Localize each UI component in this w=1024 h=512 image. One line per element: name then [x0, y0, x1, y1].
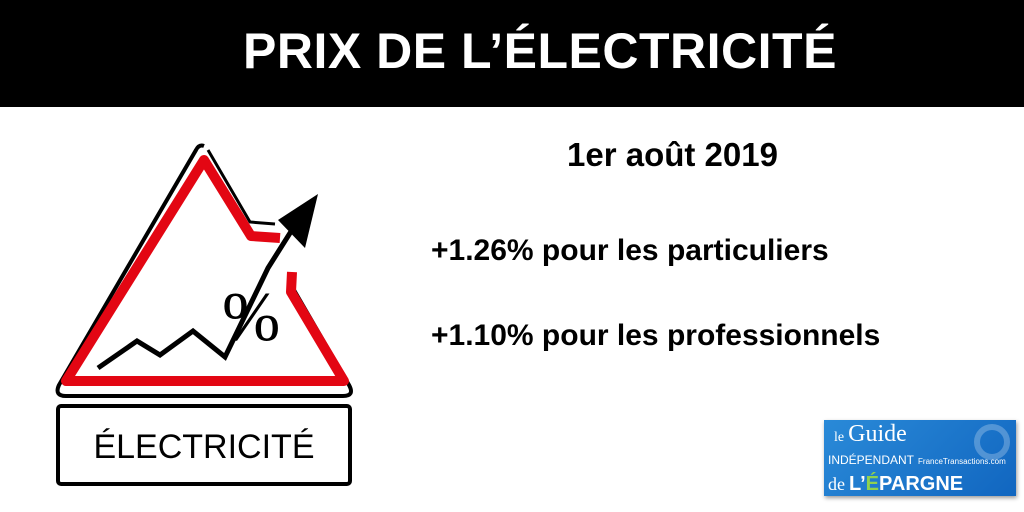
logo-independant: INDÉPENDANT: [828, 453, 915, 467]
triangle-red-border: [61, 155, 349, 386]
logo-guide: Guide: [848, 421, 907, 447]
title-banner: PRIX DE L’ÉLECTRICITÉ: [0, 0, 1024, 107]
logo-ring: [974, 424, 1010, 460]
logo-row-guide: le Guide: [828, 422, 1012, 446]
logo-epargne-prefix: L’: [849, 473, 866, 495]
guide-epargne-logo[interactable]: le Guide INDÉPENDANT FranceTransactions.…: [824, 420, 1016, 496]
triangle-outline-top-right: [206, 149, 276, 226]
logo-epargne-e: É: [865, 473, 880, 495]
rate-particuliers: +1.26% pour les particuliers: [431, 234, 829, 267]
logo-row-independant: INDÉPENDANT FranceTransactions.com: [828, 454, 1012, 466]
percent-sign: %: [222, 279, 280, 356]
page-title: PRIX DE L’ÉLECTRICITÉ: [243, 23, 837, 79]
arrow-head-icon: [278, 194, 318, 248]
logo-francetransactions: FranceTransactions.com: [918, 457, 1006, 466]
logo-row-epargne: de L’ÉPARGNE: [828, 474, 1012, 494]
sign-label-box: [56, 404, 352, 486]
sign-label: ÉLECTRICITÉ: [93, 428, 314, 466]
electricity-warning-sign: % ÉLECTRICITÉ: [55, 143, 353, 486]
logo-epargne-rest: PARGNE: [879, 473, 964, 495]
logo-le: le: [834, 430, 845, 445]
rate-professionnels: +1.10% pour les professionnels: [431, 319, 881, 352]
logo-epargne: L’ÉPARGNE: [849, 474, 963, 494]
logo-de: de: [828, 474, 845, 494]
effective-date: 1er août 2019: [567, 136, 778, 173]
rising-price-line: [96, 212, 305, 371]
triangle-outline: [55, 143, 353, 398]
